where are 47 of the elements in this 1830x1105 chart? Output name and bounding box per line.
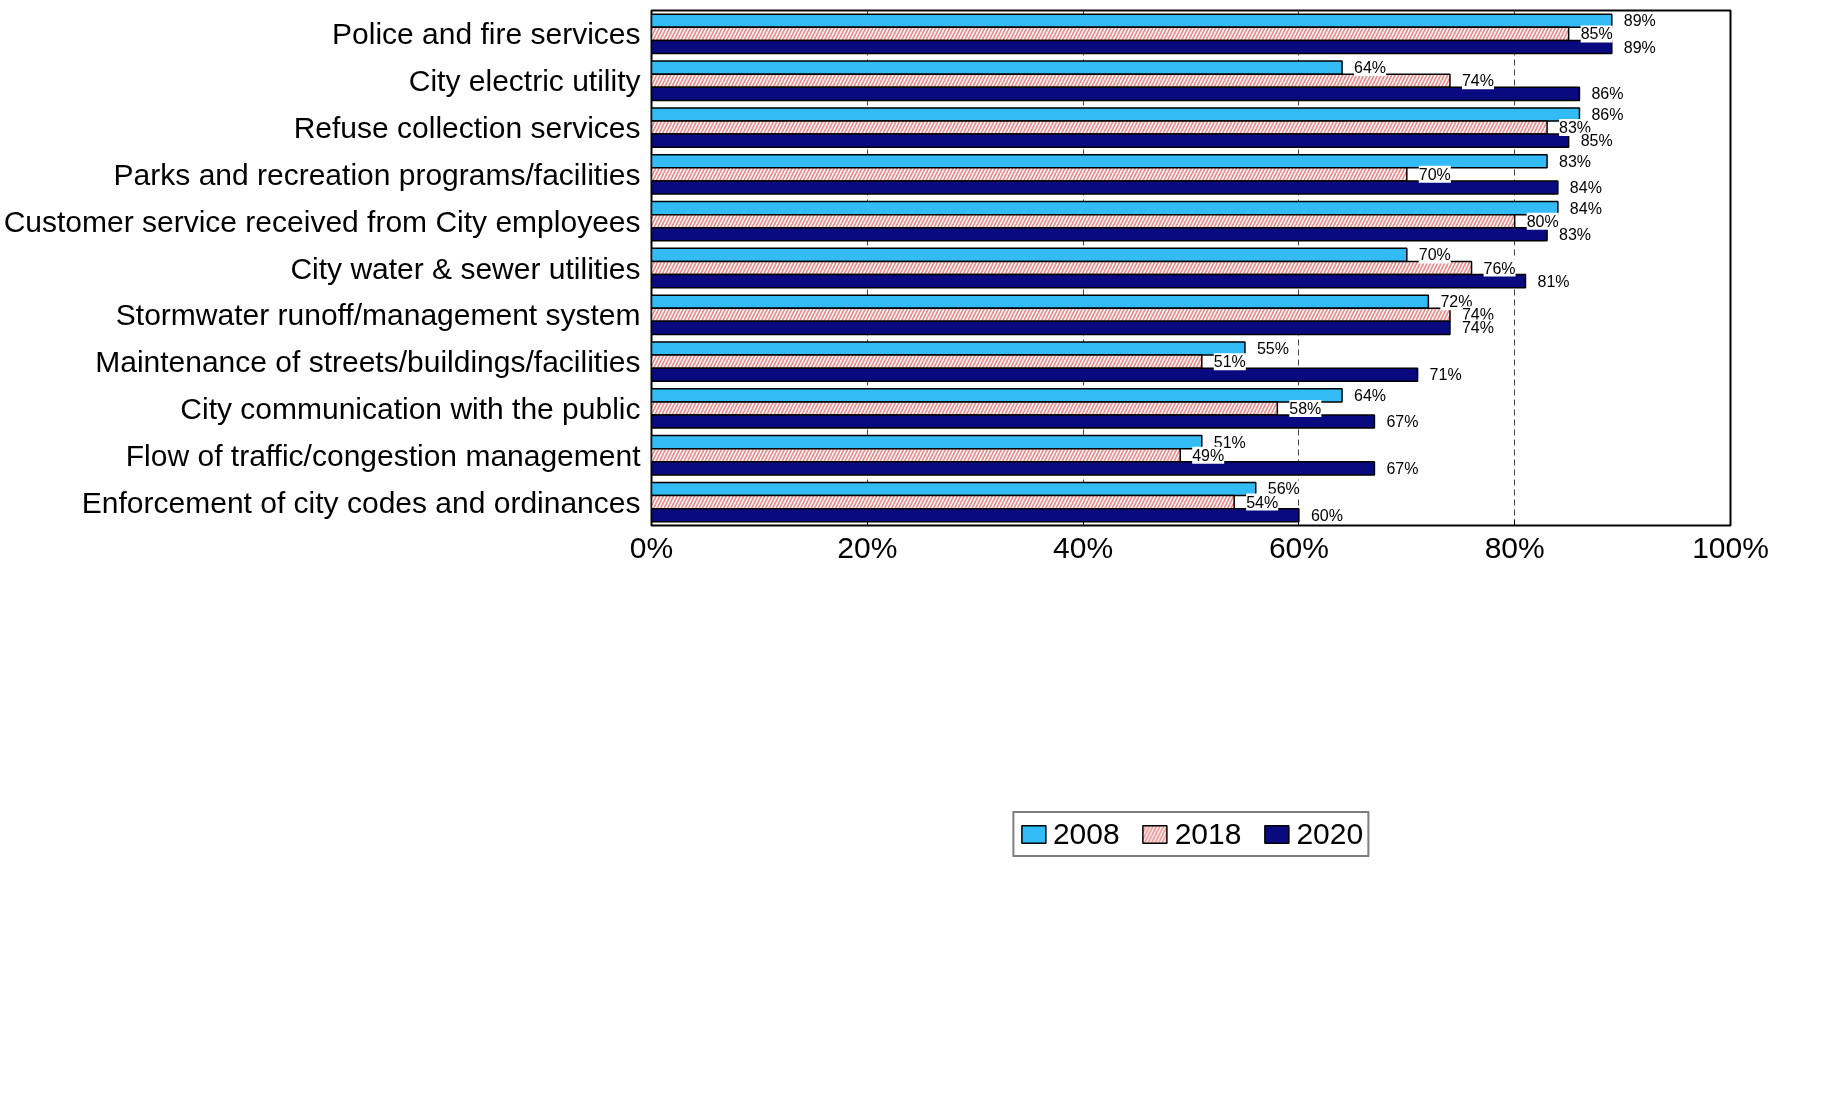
y-tick-label: Flow of traffic/congestion management	[125, 438, 642, 472]
data-label: 76%	[1483, 259, 1516, 277]
legend-label: 2008	[1052, 817, 1120, 851]
y-tick-label: Customer service received from City employees	[3, 204, 641, 238]
data-label: 89%	[1623, 12, 1656, 30]
y-tick-label: Enforcement of city codes and ordinances	[81, 485, 641, 519]
data-label: 89%	[1623, 38, 1656, 56]
data-label: 60%	[1310, 506, 1343, 524]
y-tick-label: Stormwater runoff/management system	[115, 298, 641, 332]
data-label: 84%	[1569, 178, 1602, 196]
data-label: 70%	[1418, 165, 1451, 183]
data-label: 71%	[1429, 366, 1462, 384]
data-label: 83%	[1559, 152, 1592, 170]
data-label: 81%	[1537, 272, 1570, 290]
data-label: 67%	[1386, 459, 1419, 477]
data-label: 54%	[1246, 493, 1279, 511]
y-tick-label: City communication with the public	[180, 391, 641, 425]
data-label: 83%	[1559, 225, 1592, 243]
x-tick-label: 60%	[1268, 530, 1329, 564]
data-label: 58%	[1289, 399, 1322, 417]
x-tick-label: 20%	[837, 530, 898, 564]
x-tick-label: 40%	[1053, 530, 1114, 564]
data-label: 67%	[1386, 413, 1419, 431]
data-label: 74%	[1461, 72, 1494, 90]
data-label: 85%	[1580, 25, 1613, 43]
y-tick-label: Refuse collection services	[293, 111, 641, 145]
legend-label: 2018	[1174, 817, 1242, 851]
data-label: 64%	[1354, 386, 1387, 404]
data-label: 64%	[1354, 59, 1387, 77]
y-tick-label: City water & sewer utilities	[290, 251, 641, 285]
data-label: 86%	[1591, 85, 1624, 103]
x-tick-label: 0%	[629, 530, 674, 564]
data-label: 84%	[1569, 199, 1602, 217]
y-tick-label: Police and fire services	[332, 17, 641, 51]
data-label: 55%	[1256, 340, 1289, 358]
y-tick-label: Parks and recreation programs/facilities	[113, 157, 641, 191]
data-label: 80%	[1526, 212, 1559, 230]
data-label: 51%	[1213, 353, 1246, 371]
data-label: 86%	[1591, 105, 1624, 123]
x-tick-label: 80%	[1484, 530, 1545, 564]
data-label: 85%	[1580, 132, 1613, 150]
y-tick-label: City electric utility	[408, 64, 641, 98]
y-tick-label: Maintenance of streets/buildings/facilities	[95, 345, 641, 379]
legend-label: 2020	[1296, 817, 1364, 851]
data-label: 74%	[1461, 319, 1494, 337]
data-label: 70%	[1418, 246, 1451, 264]
x-tick-label: 100%	[1692, 530, 1769, 564]
